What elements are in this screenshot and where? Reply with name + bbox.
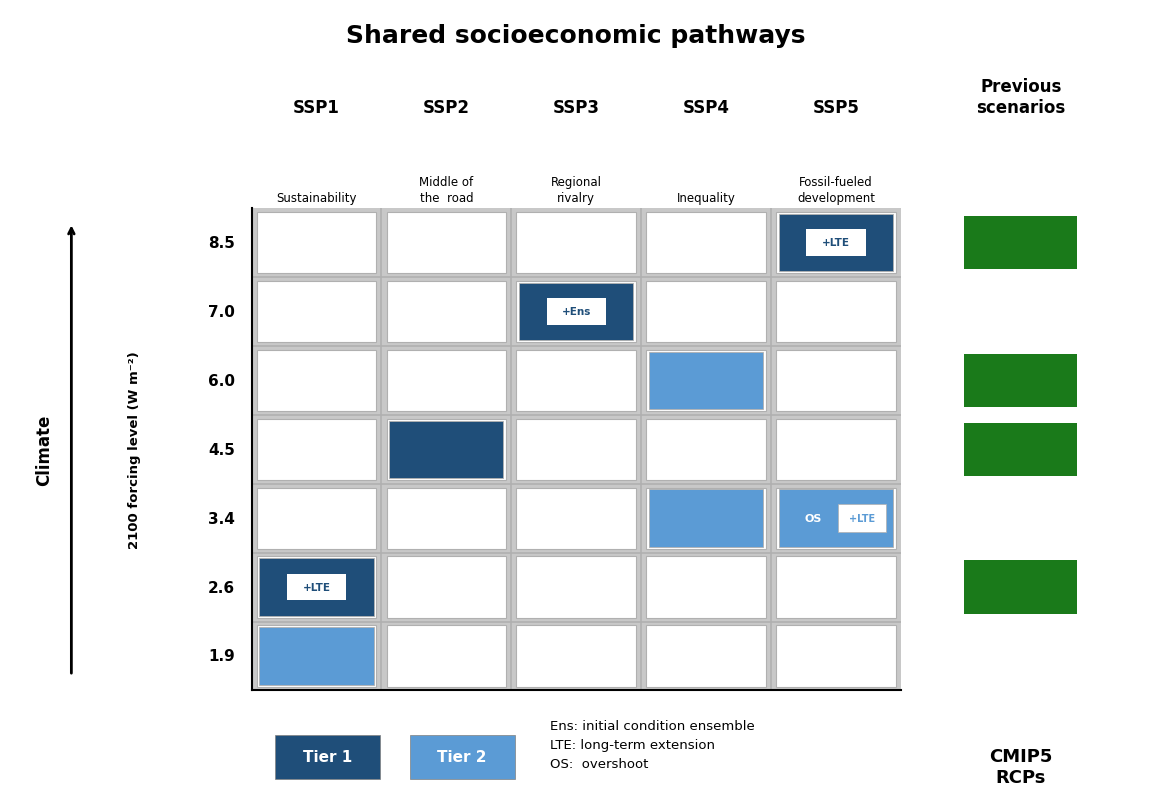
Text: SSP1: SSP1 [292,99,340,116]
Text: 1.9: 1.9 [208,649,235,663]
Bar [256,350,377,411]
Bar [646,213,766,274]
Text: 7.0: 7.0 [208,304,235,320]
Text: CMIP5
RCPs: CMIP5 RCPs [989,747,1053,785]
Bar [516,556,636,618]
Bar [806,230,866,256]
Bar [964,560,1078,614]
Bar [964,217,1078,270]
Bar [516,626,636,687]
Bar [646,419,766,480]
Text: Inequality: Inequality [676,192,736,205]
Text: SSP5: SSP5 [812,99,860,116]
Bar [516,213,636,274]
Bar [386,213,507,274]
Bar [964,354,1078,408]
Bar [776,419,896,480]
Bar [516,488,636,549]
Text: 3.4: 3.4 [208,511,235,526]
Bar [260,559,373,616]
Text: +Ens: +Ens [562,307,591,317]
Bar [516,419,636,480]
Bar [646,350,766,411]
Bar [390,421,503,479]
Bar [519,283,633,340]
Bar [256,626,377,687]
Text: Previous
scenarios: Previous scenarios [976,78,1066,116]
Bar [256,488,377,549]
Text: 2100 forcing level (W m⁻²): 2100 forcing level (W m⁻²) [128,351,142,548]
Bar [649,353,763,410]
Bar [646,626,766,687]
Text: SSP3: SSP3 [552,99,600,116]
Text: Fossil-fueled
development: Fossil-fueled development [797,176,875,205]
Bar [964,423,1078,476]
Bar [256,282,377,343]
Text: Middle of
the  road: Middle of the road [419,176,474,205]
Text: Tier 1: Tier 1 [303,749,352,764]
Text: 4.5: 4.5 [208,442,235,457]
Bar [386,488,507,549]
Bar [649,490,763,547]
Bar [779,490,893,547]
Bar [646,556,766,618]
Bar [516,350,636,411]
Text: +LTE: +LTE [823,238,849,248]
Text: Tier 2: Tier 2 [438,749,487,764]
Bar [646,282,766,343]
Bar [386,419,507,480]
Text: SSP4: SSP4 [682,99,730,116]
Text: +LTE: +LTE [849,513,875,524]
Text: 8.5: 8.5 [208,236,235,251]
Bar [546,299,606,325]
Bar [256,419,377,480]
Bar [256,213,377,274]
Text: Regional
rivalry: Regional rivalry [551,176,601,205]
Bar [386,626,507,687]
Text: Sustainability: Sustainability [276,192,357,205]
Bar [779,214,893,272]
Bar [776,282,896,343]
Text: OS: OS [805,513,821,524]
Text: Shared socioeconomic pathways: Shared socioeconomic pathways [346,24,806,48]
Bar [386,282,507,343]
Text: Ens: initial condition ensemble
LTE: long-term extension
OS:  overshoot: Ens: initial condition ensemble LTE: lon… [550,719,755,769]
Bar [776,213,896,274]
Bar [256,556,377,618]
Bar [516,282,636,343]
Bar [776,350,896,411]
Bar [646,488,766,549]
Bar [776,488,896,549]
Text: 2.6: 2.6 [208,580,235,595]
Bar [838,504,886,533]
Bar [287,574,346,601]
Text: +LTE: +LTE [303,582,330,593]
Bar [386,350,507,411]
Text: SSP2: SSP2 [422,99,470,116]
Bar [776,626,896,687]
Text: 6.0: 6.0 [208,373,235,389]
Bar [776,556,896,618]
Text: Climate: Climate [35,414,54,485]
Bar [260,627,373,685]
Bar [386,556,507,618]
